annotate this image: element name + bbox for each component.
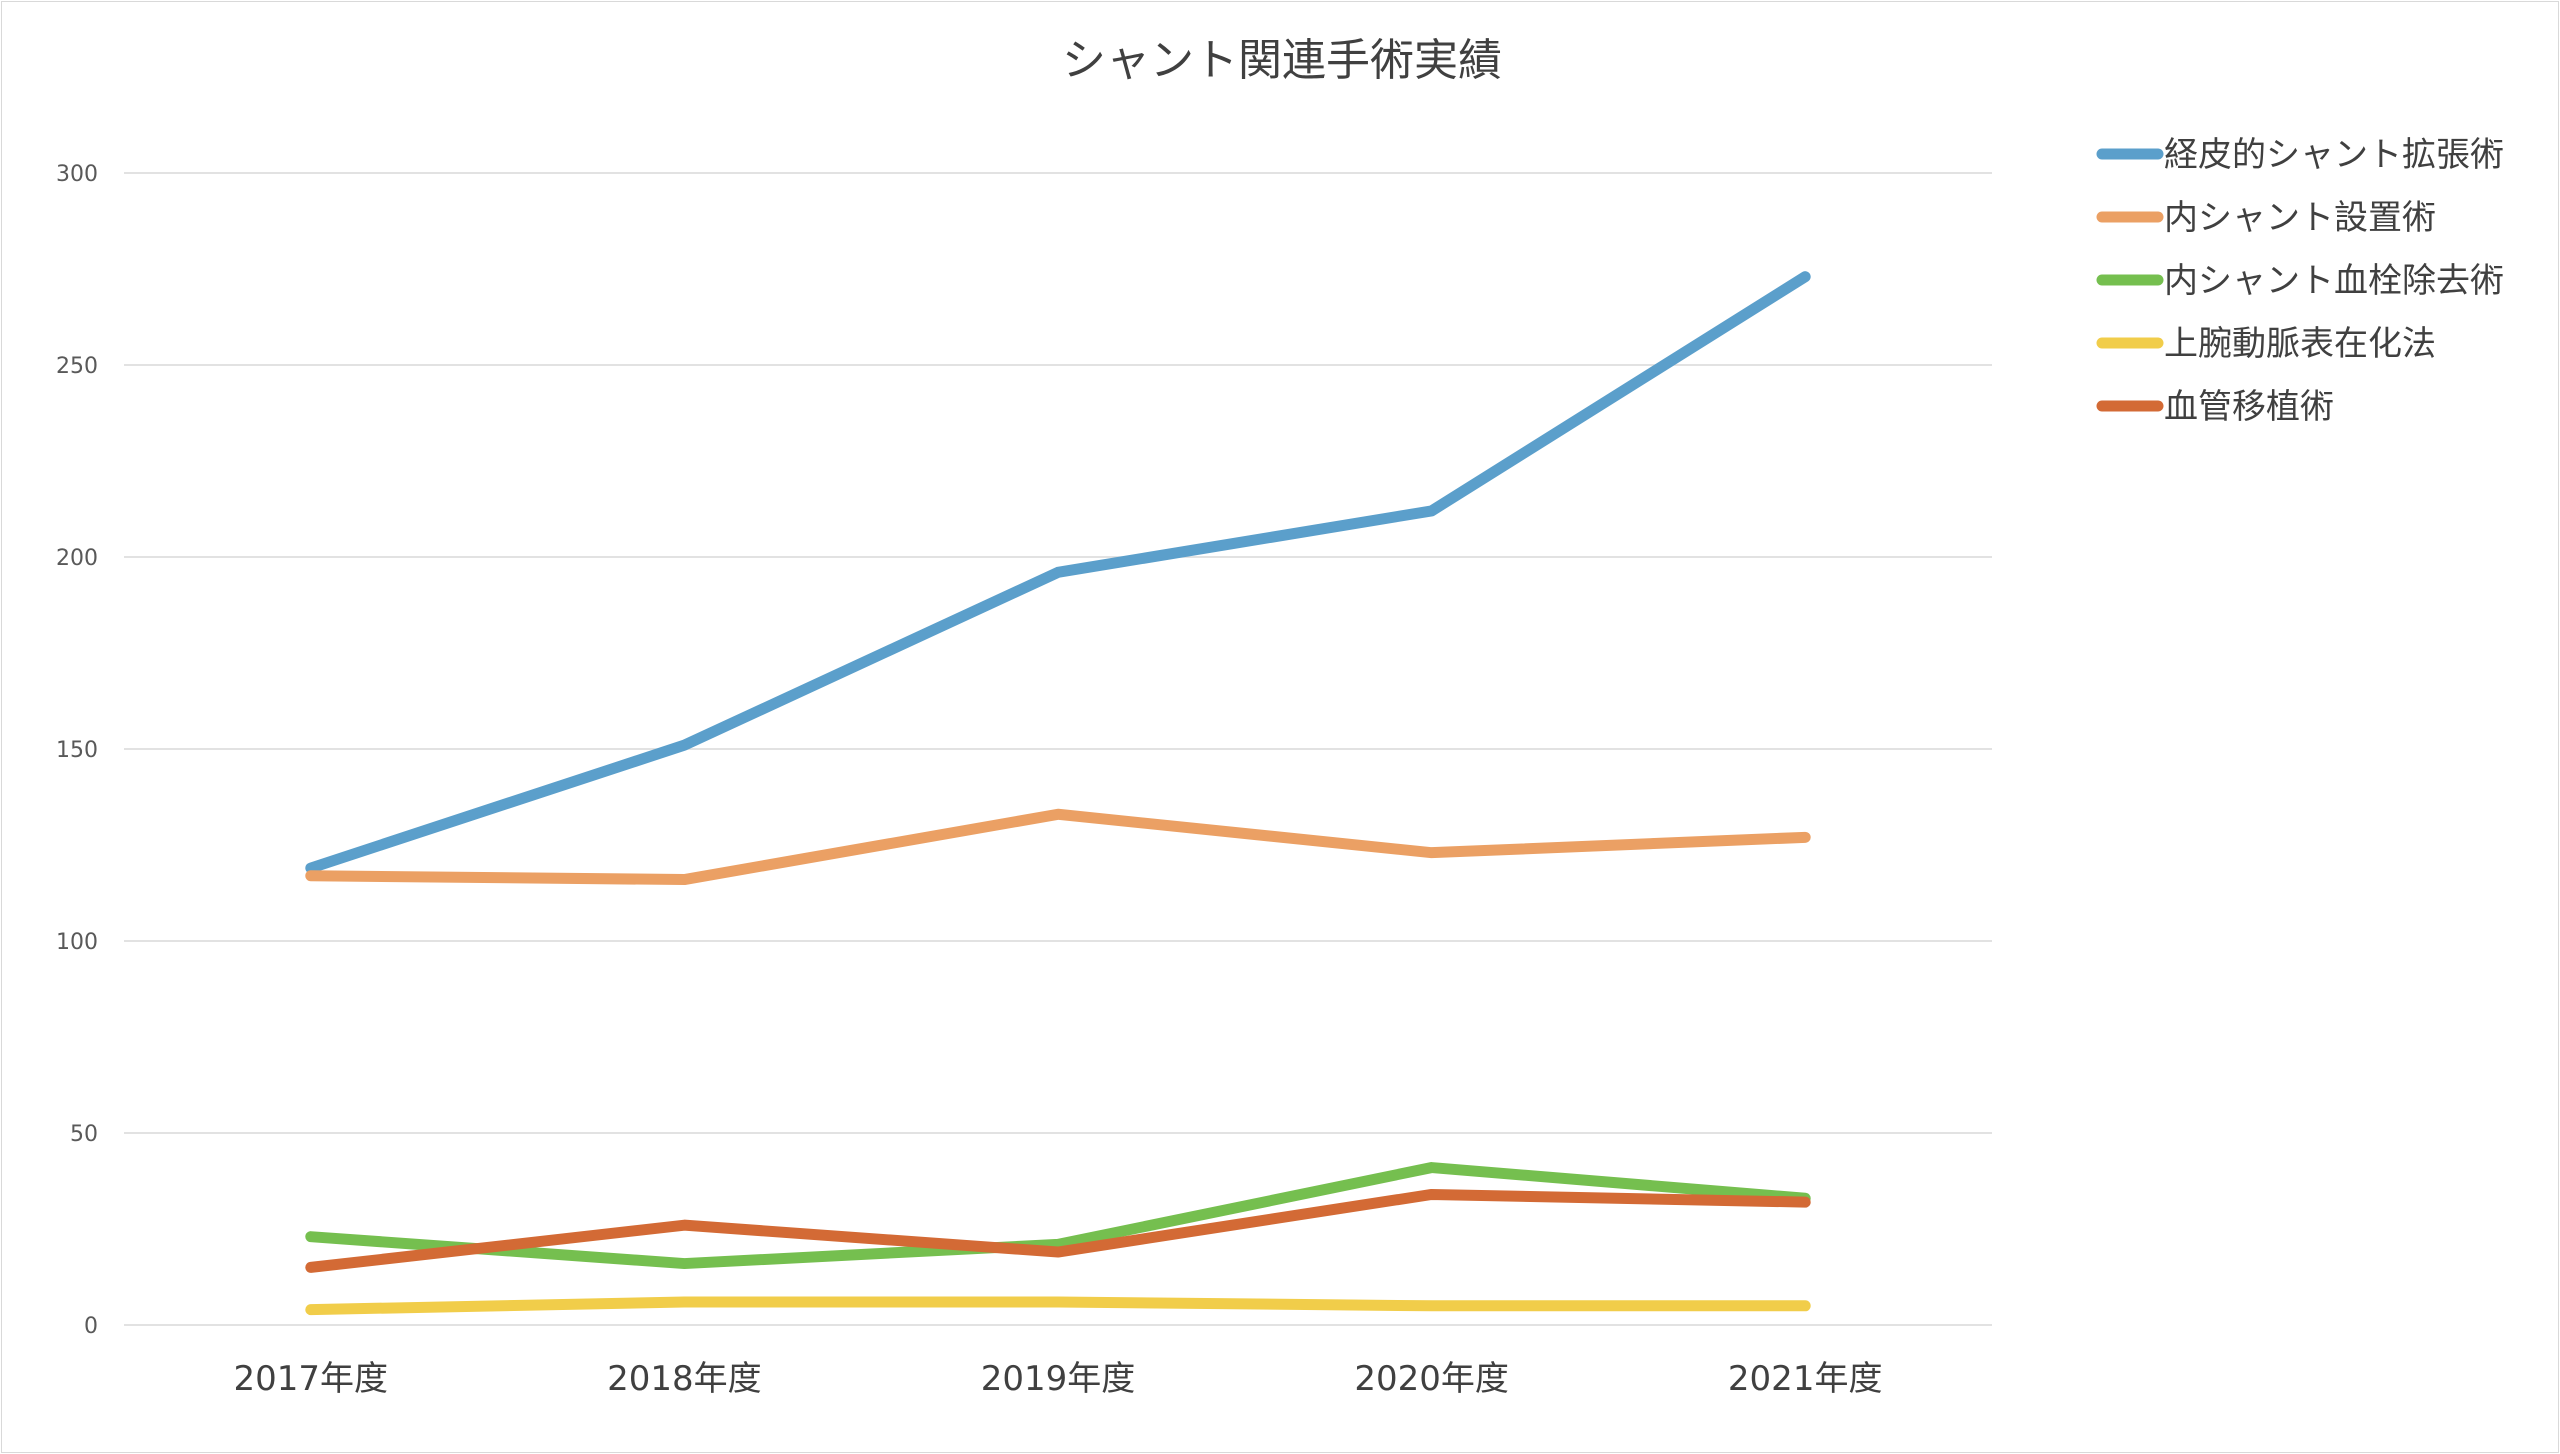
x-tick-label: 2019年度	[981, 1359, 1136, 1399]
series-line-0	[305, 271, 1811, 874]
legend-label: 血管移植術	[2164, 387, 2334, 427]
legend-label: 上腕動脈表在化法	[2164, 324, 2436, 364]
y-tick-label: 250	[56, 354, 98, 379]
x-tick-label: 2021年度	[1728, 1359, 1883, 1399]
x-axis-ticks: 2017年度 2018年度 2019年度 2020年度 2021年度	[234, 1359, 1883, 1399]
series-line-3	[305, 1296, 1811, 1316]
series-line-4	[305, 1188, 1811, 1273]
series-line-2	[305, 1162, 1811, 1270]
y-tick-label: 150	[56, 738, 98, 763]
x-tick-label: 2020年度	[1354, 1359, 1509, 1399]
legend-label: 経皮的シャント拡張術	[2164, 135, 2504, 175]
legend-item: 内シャント設置術	[2096, 198, 2436, 238]
legend-item: 内シャント血栓除去術	[2096, 261, 2504, 301]
y-tick-label: 200	[56, 546, 98, 571]
x-tick-label: 2017年度	[234, 1359, 389, 1399]
x-tick-label: 2018年度	[607, 1359, 762, 1399]
legend-item: 経皮的シャント拡張術	[2096, 135, 2504, 175]
y-tick-label: 0	[84, 1314, 98, 1339]
y-axis-ticks: 0 50 100 150 200 250 300	[56, 162, 98, 1339]
series-line-1	[305, 808, 1811, 886]
y-tick-label: 300	[56, 162, 98, 187]
y-tick-label: 50	[70, 1122, 98, 1147]
legend-item: 上腕動脈表在化法	[2096, 324, 2436, 364]
legend: 経皮的シャント拡張術内シャント設置術内シャント血栓除去術上腕動脈表在化法血管移植…	[2096, 135, 2504, 427]
legend-label: 内シャント血栓除去術	[2164, 261, 2504, 301]
chart-title: シャント関連手術実績	[1062, 35, 1502, 86]
gridlines	[124, 172, 1992, 1326]
y-tick-label: 100	[56, 930, 98, 955]
legend-item: 血管移植術	[2096, 387, 2334, 427]
legend-label: 内シャント設置術	[2164, 198, 2436, 238]
series-lines	[305, 271, 1811, 1316]
